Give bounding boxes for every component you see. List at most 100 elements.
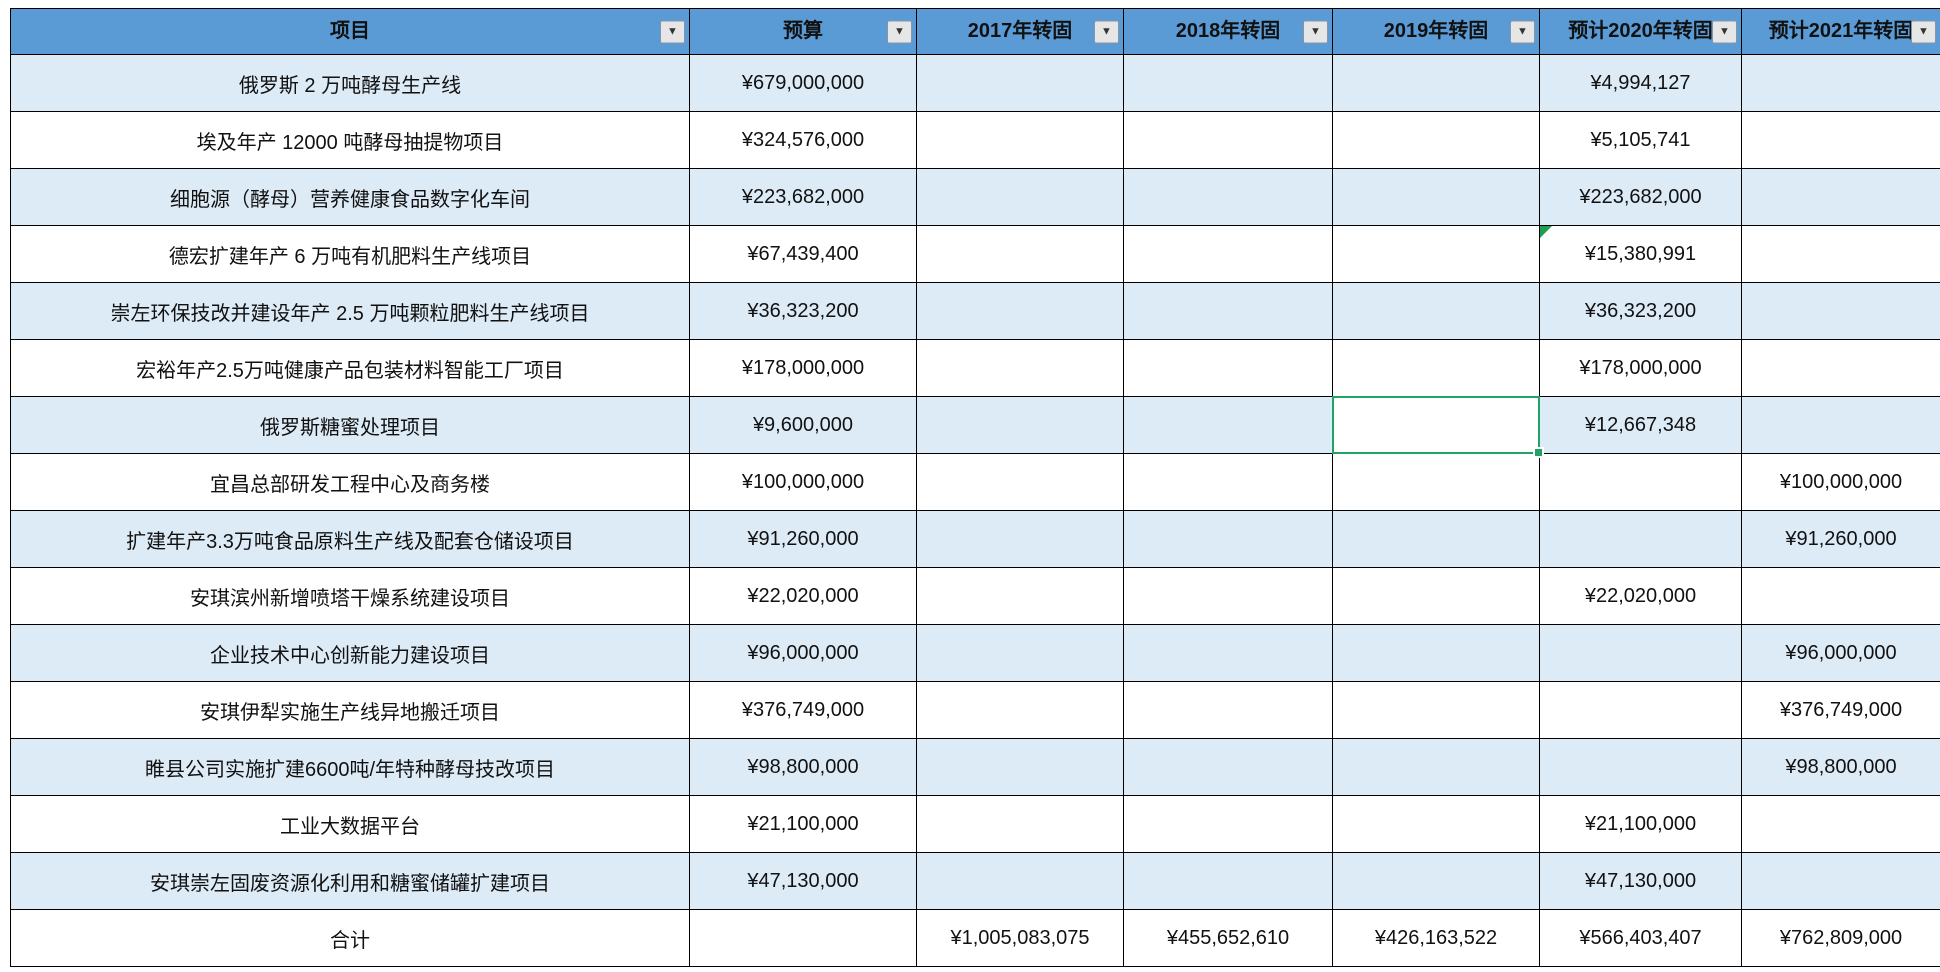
amount-cell[interactable] — [1539, 738, 1742, 796]
amount-cell[interactable] — [1539, 510, 1742, 568]
amount-cell[interactable]: ¥67,439,400 — [689, 225, 917, 283]
total-amount-cell[interactable]: ¥762,809,000 — [1741, 909, 1940, 967]
project-name-cell[interactable]: 企业技术中心创新能力建设项目 — [10, 624, 690, 682]
amount-cell[interactable] — [1741, 225, 1940, 283]
amount-cell[interactable] — [1123, 453, 1333, 511]
filter-dropdown-button[interactable]: ▼ — [887, 20, 912, 43]
amount-cell[interactable] — [916, 795, 1124, 853]
filter-dropdown-button[interactable]: ▼ — [660, 20, 685, 43]
project-name-cell[interactable]: 俄罗斯 2 万吨酵母生产线 — [10, 54, 690, 112]
amount-cell[interactable] — [1539, 453, 1742, 511]
amount-cell[interactable]: ¥36,323,200 — [1539, 282, 1742, 340]
project-name-cell[interactable]: 安琪崇左固废资源化利用和糖蜜储罐扩建项目 — [10, 852, 690, 910]
amount-cell[interactable] — [1123, 168, 1333, 226]
amount-cell[interactable]: ¥376,749,000 — [1741, 681, 1940, 739]
amount-cell[interactable] — [916, 339, 1124, 397]
amount-cell[interactable] — [916, 510, 1124, 568]
amount-cell[interactable]: ¥100,000,000 — [1741, 453, 1940, 511]
amount-cell[interactable] — [916, 54, 1124, 112]
amount-cell[interactable] — [1123, 54, 1333, 112]
project-name-cell[interactable]: 埃及年产 12000 吨酵母抽提物项目 — [10, 111, 690, 169]
amount-cell[interactable] — [1123, 111, 1333, 169]
amount-cell[interactable] — [1741, 54, 1940, 112]
amount-cell[interactable] — [1332, 111, 1540, 169]
amount-cell[interactable] — [1332, 282, 1540, 340]
project-name-cell[interactable]: 德宏扩建年产 6 万吨有机肥料生产线项目 — [10, 225, 690, 283]
amount-cell[interactable] — [1332, 795, 1540, 853]
amount-cell[interactable] — [1332, 339, 1540, 397]
amount-cell[interactable] — [1539, 624, 1742, 682]
amount-cell[interactable]: ¥15,380,991 — [1539, 225, 1742, 283]
amount-cell[interactable]: ¥178,000,000 — [1539, 339, 1742, 397]
amount-cell[interactable] — [1123, 738, 1333, 796]
amount-cell[interactable] — [1741, 852, 1940, 910]
amount-cell[interactable] — [1123, 852, 1333, 910]
project-name-cell[interactable]: 扩建年产3.3万吨食品原料生产线及配套仓储设项目 — [10, 510, 690, 568]
filter-dropdown-button[interactable]: ▼ — [1911, 20, 1936, 43]
fill-handle[interactable] — [1533, 447, 1544, 458]
filter-dropdown-button[interactable]: ▼ — [1303, 20, 1328, 43]
amount-cell[interactable]: ¥21,100,000 — [689, 795, 917, 853]
project-name-cell[interactable]: 安琪伊犁实施生产线异地搬迁项目 — [10, 681, 690, 739]
amount-cell[interactable] — [1332, 54, 1540, 112]
amount-cell[interactable] — [1332, 510, 1540, 568]
amount-cell[interactable]: ¥9,600,000 — [689, 396, 917, 454]
amount-cell[interactable] — [1741, 795, 1940, 853]
amount-cell[interactable]: ¥223,682,000 — [1539, 168, 1742, 226]
amount-cell[interactable] — [1123, 510, 1333, 568]
amount-cell[interactable] — [916, 567, 1124, 625]
amount-cell[interactable]: ¥223,682,000 — [689, 168, 917, 226]
amount-cell[interactable]: ¥100,000,000 — [689, 453, 917, 511]
amount-cell[interactable] — [916, 168, 1124, 226]
total-label-cell[interactable]: 合计 — [10, 909, 690, 967]
amount-cell[interactable] — [1123, 339, 1333, 397]
project-name-cell[interactable]: 宏裕年产2.5万吨健康产品包装材料智能工厂项目 — [10, 339, 690, 397]
amount-cell[interactable] — [1123, 282, 1333, 340]
amount-cell[interactable] — [1741, 111, 1940, 169]
filter-dropdown-button[interactable]: ▼ — [1094, 20, 1119, 43]
amount-cell[interactable]: ¥47,130,000 — [1539, 852, 1742, 910]
amount-cell[interactable] — [1741, 282, 1940, 340]
amount-cell[interactable] — [1332, 225, 1540, 283]
amount-cell[interactable] — [1332, 453, 1540, 511]
amount-cell[interactable] — [916, 282, 1124, 340]
project-name-cell[interactable]: 安琪滨州新增喷塔干燥系统建设项目 — [10, 567, 690, 625]
amount-cell[interactable] — [1741, 567, 1940, 625]
amount-cell[interactable]: ¥36,323,200 — [689, 282, 917, 340]
filter-dropdown-button[interactable]: ▼ — [1510, 20, 1535, 43]
amount-cell[interactable] — [1741, 396, 1940, 454]
amount-cell[interactable] — [1741, 168, 1940, 226]
amount-cell[interactable]: ¥4,994,127 — [1539, 54, 1742, 112]
amount-cell[interactable] — [916, 681, 1124, 739]
amount-cell[interactable]: ¥12,667,348 — [1539, 396, 1742, 454]
amount-cell[interactable] — [916, 225, 1124, 283]
total-amount-cell[interactable]: ¥566,403,407 — [1539, 909, 1742, 967]
amount-cell[interactable] — [1539, 681, 1742, 739]
amount-cell[interactable]: ¥22,020,000 — [1539, 567, 1742, 625]
total-amount-cell[interactable]: ¥426,163,522 — [1332, 909, 1540, 967]
project-name-cell[interactable]: 睢县公司实施扩建6600吨/年特种酵母技改项目 — [10, 738, 690, 796]
amount-cell[interactable] — [1332, 681, 1540, 739]
amount-cell[interactable] — [1123, 795, 1333, 853]
project-name-cell[interactable]: 宜昌总部研发工程中心及商务楼 — [10, 453, 690, 511]
amount-cell[interactable] — [1332, 567, 1540, 625]
amount-cell[interactable]: ¥98,800,000 — [1741, 738, 1940, 796]
amount-cell[interactable] — [1332, 396, 1544, 458]
amount-cell[interactable] — [1123, 567, 1333, 625]
amount-cell[interactable]: ¥22,020,000 — [689, 567, 917, 625]
amount-cell[interactable] — [916, 738, 1124, 796]
project-name-cell[interactable]: 俄罗斯糖蜜处理项目 — [10, 396, 690, 454]
total-amount-cell[interactable]: ¥455,652,610 — [1123, 909, 1333, 967]
amount-cell[interactable] — [916, 396, 1124, 454]
project-name-cell[interactable]: 细胞源（酵母）营养健康食品数字化车间 — [10, 168, 690, 226]
amount-cell[interactable] — [1332, 624, 1540, 682]
amount-cell[interactable]: ¥178,000,000 — [689, 339, 917, 397]
amount-cell[interactable]: ¥91,260,000 — [689, 510, 917, 568]
amount-cell[interactable]: ¥324,576,000 — [689, 111, 917, 169]
amount-cell[interactable] — [1332, 852, 1540, 910]
amount-cell[interactable] — [1123, 624, 1333, 682]
amount-cell[interactable] — [1123, 225, 1333, 283]
amount-cell[interactable] — [1741, 339, 1940, 397]
amount-cell[interactable]: ¥47,130,000 — [689, 852, 917, 910]
project-name-cell[interactable]: 崇左环保技改并建设年产 2.5 万吨颗粒肥料生产线项目 — [10, 282, 690, 340]
